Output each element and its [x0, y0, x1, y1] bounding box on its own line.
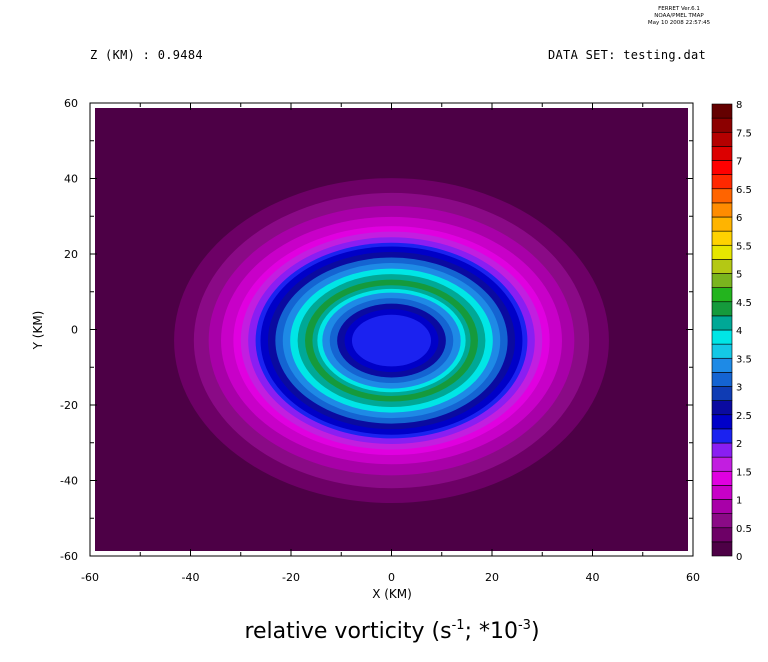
colorbar-swatch	[711, 329, 733, 345]
colorbar-swatch	[711, 386, 733, 401]
colorbar-label: 6	[736, 213, 742, 224]
y-tick-label: -40	[60, 475, 78, 488]
colorbar-swatch	[711, 513, 733, 529]
colorbar-label: 1	[736, 496, 742, 507]
title-exponent-2: -3	[518, 618, 531, 633]
colorbar-swatch	[711, 499, 733, 514]
x-tick-label: -20	[282, 571, 300, 584]
colorbar-swatch	[711, 343, 733, 359]
colorbar-swatch	[711, 188, 733, 204]
colorbar-swatch	[711, 131, 733, 147]
y-tick-label: 60	[64, 97, 78, 110]
title-end: )	[531, 619, 540, 644]
x-tick-label: 40	[586, 571, 600, 584]
colorbar-label: 8	[736, 100, 742, 111]
colorbar-swatch	[711, 259, 733, 274]
x-tick-label: 0	[388, 571, 395, 584]
ferret-version-stamp: FERRET Ver.6.1 NOAA/PMEL TMAP May 10 200…	[624, 6, 734, 27]
y-axis-title: Y (KM)	[31, 311, 45, 351]
contour-band	[351, 314, 432, 367]
colorbar-label: 7.5	[736, 128, 752, 139]
title-exponent-1: -1	[452, 618, 465, 633]
colorbar-swatch	[711, 244, 733, 260]
y-tick-label: -60	[60, 550, 78, 563]
colorbar-swatch	[711, 146, 733, 161]
y-tick-label: 20	[64, 248, 78, 261]
colorbar-swatch	[711, 174, 733, 190]
colorbar-label: 5	[736, 270, 742, 281]
colorbar-swatch	[711, 485, 733, 500]
colorbar-swatch	[711, 442, 733, 458]
colorbar: 8 7.5 7 6.5 6 5.5 5 4.5 4 3.5 3 2.5 2 1.5 1 0.5 0	[711, 100, 752, 563]
colorbar-swatch	[711, 160, 733, 175]
colorbar-label: 6.5	[736, 185, 752, 196]
colorbar-label: 3	[736, 383, 742, 394]
axes: -60 -40 -20 0 20 40 60 60 40 20 0 -20 -40 -60	[60, 97, 700, 584]
x-tick-label: -60	[81, 571, 99, 584]
title-middle: ; *10	[465, 619, 518, 644]
colorbar-swatch	[711, 202, 733, 218]
x-tick-label: -40	[182, 571, 200, 584]
colorbar-swatch	[711, 230, 733, 246]
colorbar-label: 4.5	[736, 298, 752, 309]
colorbar-label: 7	[736, 157, 742, 168]
colorbar-swatch	[711, 527, 733, 543]
colorbar-swatch	[711, 273, 733, 288]
colorbar-swatch	[711, 414, 733, 430]
dataset-label: DATA SET: testing.dat	[548, 48, 707, 62]
z-level-label: Z (KM) : 0.9484	[90, 48, 203, 62]
y-tick-label: 40	[64, 173, 78, 186]
stamp-line: FERRET Ver.6.1	[658, 6, 700, 12]
colorbar-swatch	[711, 103, 733, 119]
colorbar-swatch	[711, 470, 733, 486]
colorbar-swatch	[711, 456, 733, 472]
y-tick-label: -20	[60, 399, 78, 412]
colorbar-swatch	[711, 216, 733, 232]
x-axis-title: X (KM)	[372, 587, 412, 601]
colorbar-swatch	[711, 287, 733, 303]
colorbar-swatch	[711, 428, 733, 444]
title-text: relative vorticity (s	[244, 619, 451, 644]
colorbar-label: 2	[736, 439, 742, 450]
colorbar-label: 5.5	[736, 241, 752, 252]
colorbar-label: 3.5	[736, 354, 752, 365]
colorbar-label: 0	[736, 552, 742, 563]
colorbar-swatch	[711, 117, 733, 133]
x-tick-label: 20	[485, 571, 499, 584]
colorbar-label: 2.5	[736, 411, 752, 422]
stamp-line: NOAA/PMEL TMAP	[654, 13, 704, 19]
contour-field	[95, 108, 688, 551]
colorbar-swatch	[711, 315, 733, 331]
colorbar-swatch	[711, 357, 733, 373]
colorbar-swatch	[711, 301, 733, 317]
colorbar-swatch	[711, 372, 733, 387]
colorbar-label: 0.5	[736, 524, 752, 535]
colorbar-label: 4	[736, 326, 742, 337]
chart-title: relative vorticity (s-1; *10-3)	[244, 618, 539, 644]
colorbar-swatch	[711, 400, 733, 416]
stamp-line: May 10 2008 22:57:45	[647, 20, 711, 26]
y-tick-label: 0	[71, 324, 78, 337]
x-tick-label: 60	[686, 571, 700, 584]
colorbar-swatch	[711, 541, 733, 557]
colorbar-label: 1.5	[736, 467, 752, 478]
